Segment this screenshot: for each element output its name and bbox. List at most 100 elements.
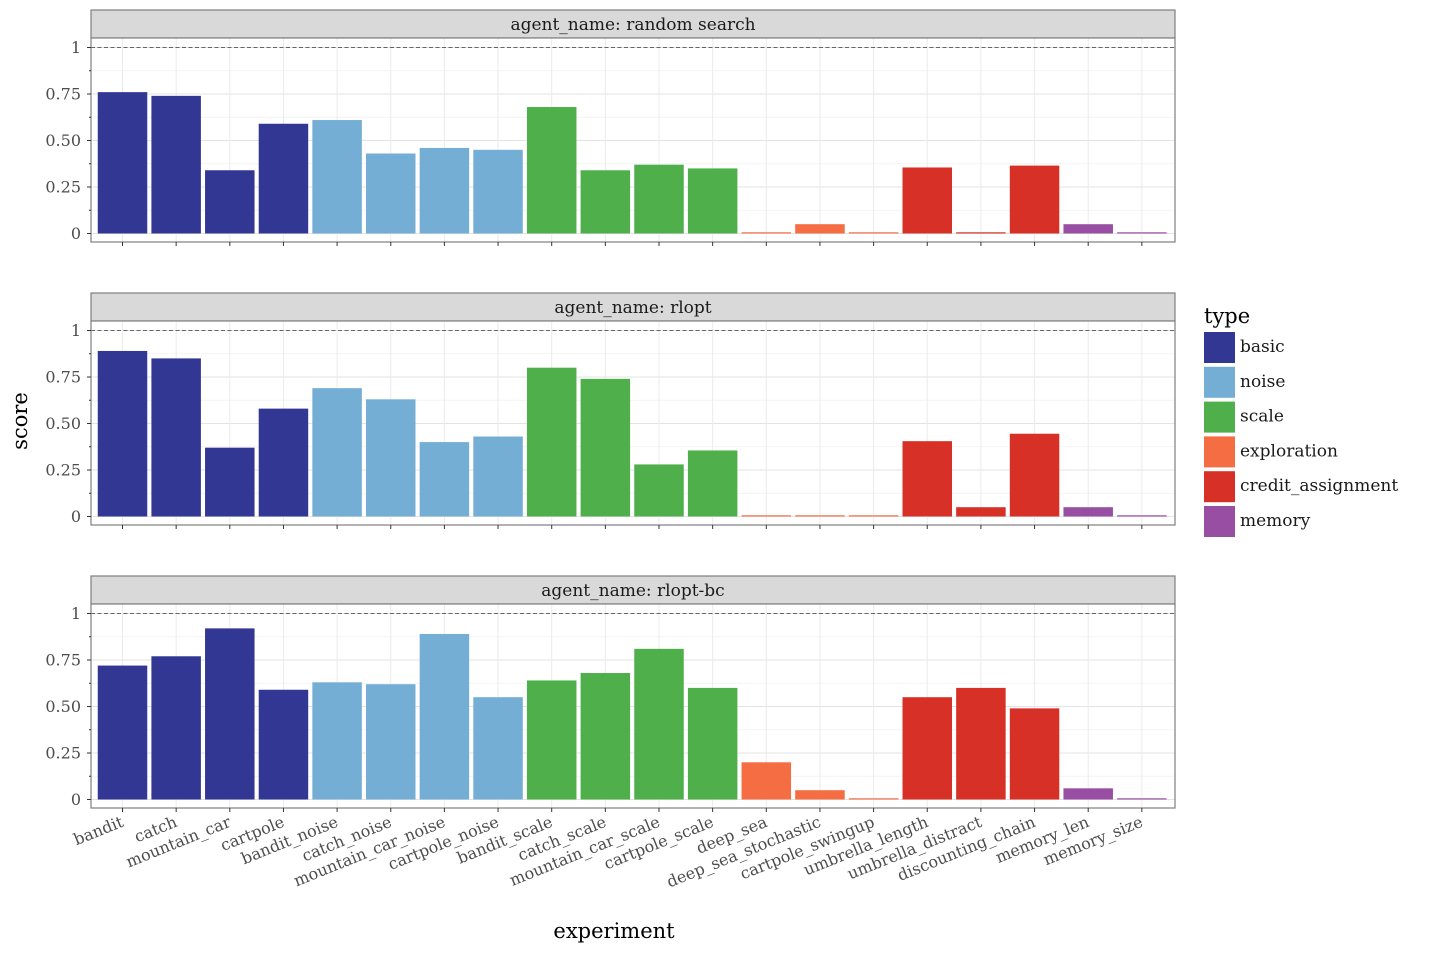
y-tick-label: 1: [71, 321, 81, 340]
facet-panel: agent_name: random search 0 0.25 0.50 0.75 1: [45, 9, 1176, 246]
bar-memory_len: [1063, 224, 1113, 234]
bar-catch_noise: [366, 153, 416, 234]
x-axis: bandit catchmountain_carcartpolebandit_no…: [71, 812, 1146, 891]
bar-mountain_car: [205, 447, 255, 517]
facet-title: agent_name: rlopt: [554, 298, 711, 318]
bar-memory_size: [1117, 515, 1167, 517]
y-tick-label: 0: [71, 224, 81, 243]
bar-cartpole: [258, 123, 309, 234]
legend-swatch-exploration: [1204, 436, 1235, 468]
y-tick-label: 0: [71, 507, 81, 526]
bar-discounting_chain: [1009, 165, 1060, 234]
bar-deep_sea_stochastic: [795, 515, 845, 517]
x-tick-label: bandit: [71, 812, 127, 849]
legend-label: basic: [1240, 337, 1285, 357]
legend-label: credit_assignment: [1240, 476, 1398, 496]
bar-cartpole_scale: [687, 450, 738, 517]
bar-umbrella_length: [902, 441, 952, 517]
bar-mountain_car: [205, 628, 255, 800]
y-tick-label: 0.25: [45, 744, 81, 763]
bar-cartpole_noise: [473, 436, 523, 517]
bar-mountain_car: [205, 170, 255, 234]
bar-bandit: [97, 665, 148, 800]
y-tick-label: 0.50: [45, 414, 81, 433]
bar-cartpole_swingup: [848, 515, 899, 517]
bar-catch_noise: [366, 684, 416, 800]
facet-panel: agent_name: rlopt 0 0.25 0.50 0.75 1: [45, 292, 1176, 529]
bar-mountain_car_scale: [634, 648, 684, 800]
bar-cartpole_scale: [687, 687, 738, 800]
facet-title: agent_name: rlopt-bc: [541, 581, 724, 601]
bar-bandit_scale: [526, 680, 577, 800]
bar-memory_len: [1063, 507, 1113, 517]
legend-title: type: [1204, 304, 1250, 328]
legend-swatch-credit_assignment: [1204, 471, 1235, 503]
bar-bandit: [97, 350, 148, 517]
facet-strip: [90, 575, 1176, 605]
y-tick-label: 1: [71, 604, 81, 623]
bar-cartpole_noise: [473, 697, 523, 800]
bar-umbrella_distract: [956, 687, 1006, 800]
bar-bandit_noise: [312, 682, 362, 800]
bar-discounting_chain: [1009, 433, 1060, 517]
legend-label: memory: [1240, 511, 1311, 531]
x-axis-title: experiment: [553, 919, 675, 943]
bar-cartpole_swingup: [848, 798, 899, 800]
bar-bandit_scale: [526, 107, 577, 234]
bar-deep_sea: [741, 762, 792, 800]
y-tick-label: 0.75: [45, 85, 81, 104]
bar-catch_scale: [580, 170, 631, 234]
bar-memory_size: [1117, 232, 1167, 234]
y-tick-label: 1: [71, 38, 81, 57]
bar-catch: [151, 358, 201, 517]
bar-deep_sea: [741, 232, 792, 234]
bar-umbrella_distract: [956, 232, 1006, 234]
facet-panels: agent_name: random search00.250.500.751a…: [45, 9, 1176, 812]
bar-catch_scale: [580, 673, 631, 800]
facet-strip: [90, 9, 1176, 39]
bar-cartpole: [258, 408, 309, 517]
bar-mountain_car_noise: [419, 633, 470, 800]
legend-swatch-memory: [1204, 506, 1235, 537]
bar-catch_noise: [366, 399, 416, 517]
bar-deep_sea: [741, 515, 792, 517]
bar-memory_size: [1117, 798, 1167, 800]
y-tick-label: 0.25: [45, 178, 81, 197]
bar-umbrella_length: [902, 167, 952, 234]
bar-deep_sea_stochastic: [795, 790, 845, 800]
y-tick-label: 0.75: [45, 651, 81, 670]
bar-cartpole_noise: [473, 149, 523, 234]
bar-bandit_noise: [312, 120, 362, 234]
y-tick-label: 0.50: [45, 697, 81, 716]
y-tick-label: 0.75: [45, 368, 81, 387]
y-tick-label: 0: [71, 790, 81, 809]
legend-label: exploration: [1240, 441, 1338, 461]
legend: type basic noise scale exploration credit_as…: [1204, 304, 1398, 537]
bar-deep_sea_stochastic: [795, 224, 845, 234]
legend-swatch-noise: [1204, 366, 1235, 398]
bar-bandit_noise: [312, 388, 362, 517]
bar-bandit: [97, 92, 148, 234]
bar-cartpole: [258, 689, 309, 800]
y-axis-title: score: [8, 392, 32, 450]
legend-label: scale: [1240, 407, 1284, 427]
y-tick-label: 0.25: [45, 461, 81, 480]
bar-catch: [151, 656, 201, 800]
bar-cartpole_scale: [687, 168, 738, 234]
bar-catch_scale: [580, 378, 631, 517]
bar-mountain_car_scale: [634, 164, 684, 234]
bar-bandit_scale: [526, 367, 577, 517]
facet-title: agent_name: random search: [510, 15, 755, 35]
legend-label: noise: [1240, 372, 1285, 392]
bar-umbrella_length: [902, 697, 952, 800]
bar-cartpole_swingup: [848, 232, 899, 234]
bar-discounting_chain: [1009, 708, 1060, 800]
bar-mountain_car_scale: [634, 464, 684, 517]
bar-mountain_car_noise: [419, 442, 470, 517]
bar-catch: [151, 95, 201, 234]
bar-mountain_car_noise: [419, 147, 470, 234]
bar-memory_len: [1063, 788, 1113, 800]
facet-panel: agent_name: rlopt-bc 0 0.25 0.50 0.75 1: [45, 575, 1176, 812]
legend-swatch-scale: [1204, 401, 1235, 433]
